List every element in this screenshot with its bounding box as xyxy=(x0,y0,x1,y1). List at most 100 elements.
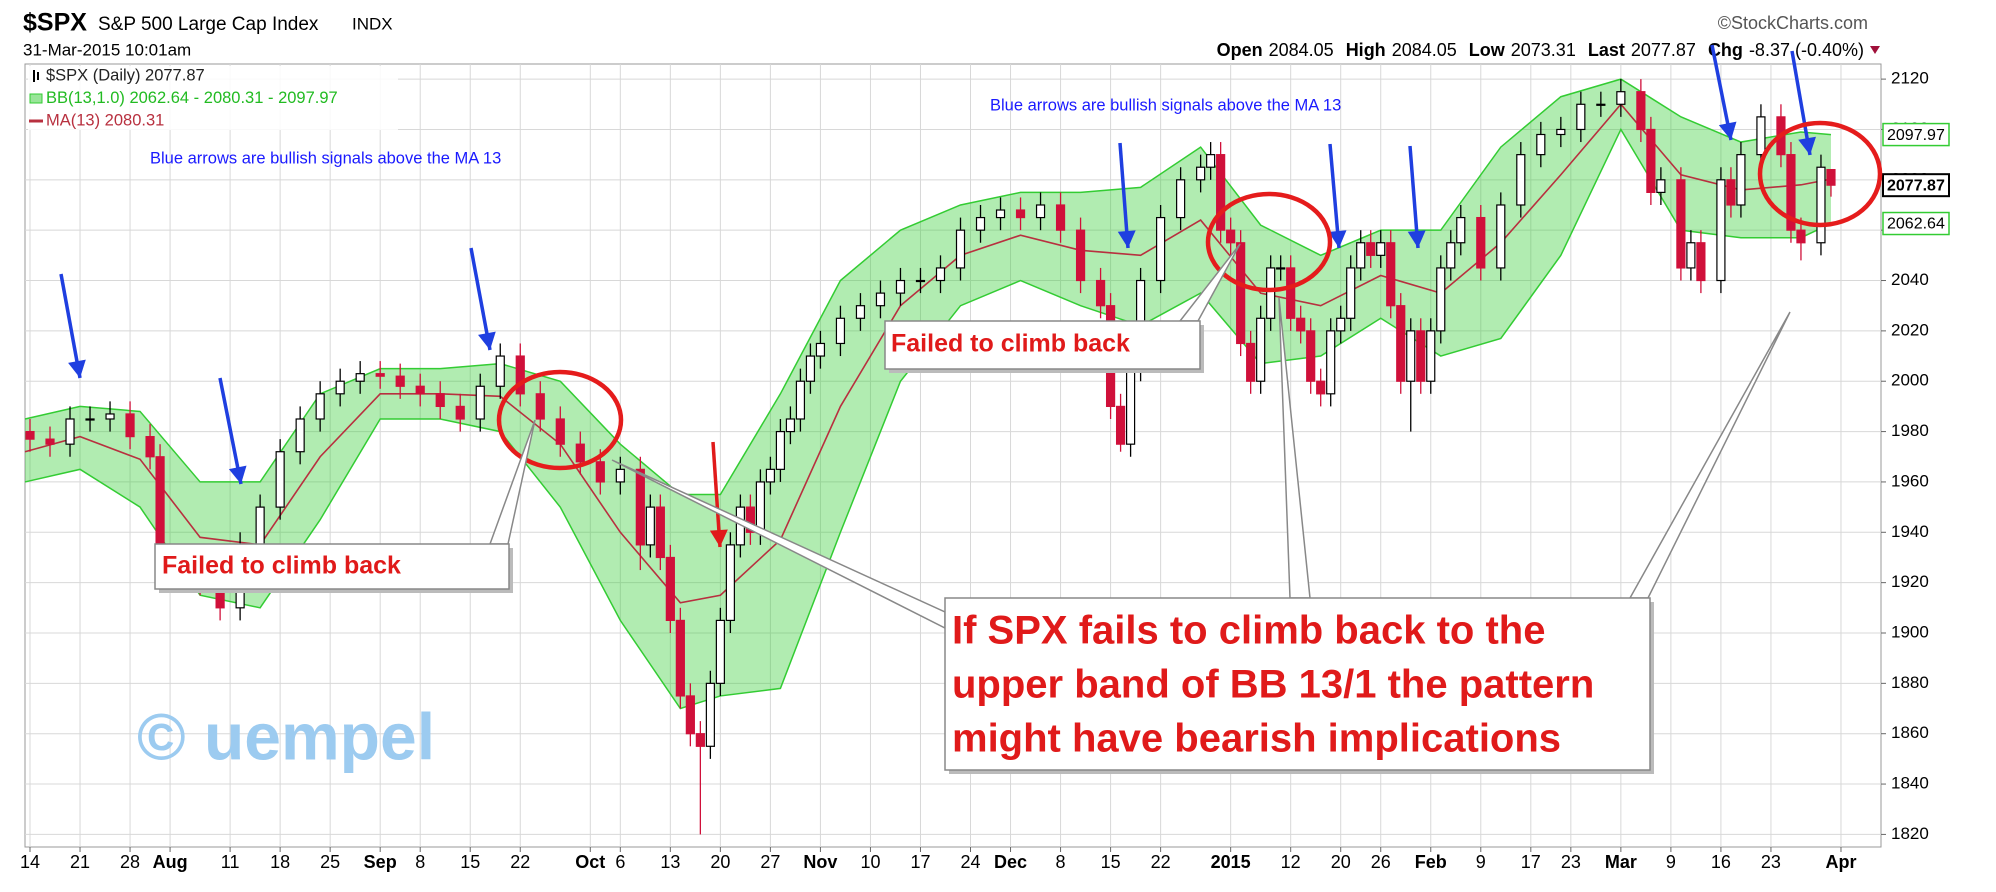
legend-label: BB(13,1.0) 2062.64 - 2080.31 - 2097.97 xyxy=(46,89,338,107)
x-tick-label: Apr xyxy=(1825,852,1856,872)
highlight-circle xyxy=(496,369,624,471)
candle-body xyxy=(1596,103,1606,106)
annotation-note: Blue arrows are bullish signals above th… xyxy=(150,149,501,167)
candle-body xyxy=(1756,116,1766,156)
candle-body xyxy=(335,380,345,395)
candle-body xyxy=(1316,380,1326,395)
quote-line: Open 2084.05 High 2084.05 Low 2073.31 Last 2077… xyxy=(1217,40,1864,60)
y-tick-label: 1820 xyxy=(1891,824,1929,843)
arrow-head xyxy=(1718,121,1737,140)
x-tick-label: 18 xyxy=(270,852,290,872)
candle-body xyxy=(1496,204,1506,269)
candle-body xyxy=(1436,267,1446,332)
arrow-head xyxy=(228,465,247,484)
arrow-shaft xyxy=(59,273,82,379)
candle-body xyxy=(1286,267,1296,319)
candle-body xyxy=(1816,166,1826,244)
x-tick-label: Dec xyxy=(994,852,1027,872)
x-tick-label: 28 xyxy=(120,852,140,872)
quote-label: Last xyxy=(1588,40,1625,60)
callout-text: might have bearish implications xyxy=(952,717,1561,761)
arrow-shaft xyxy=(1408,145,1420,249)
x-tick-label: 23 xyxy=(1761,852,1781,872)
candle-body xyxy=(1336,317,1346,332)
candle-body xyxy=(1676,179,1686,269)
candle-body xyxy=(1576,103,1586,131)
quote-label: Chg xyxy=(1708,40,1743,60)
x-tick-label: Aug xyxy=(153,852,188,872)
candle-body xyxy=(655,506,665,559)
x-tick-label: 23 xyxy=(1561,852,1581,872)
callout-box xyxy=(154,543,510,590)
candle-body xyxy=(645,506,655,546)
candle-body xyxy=(455,405,465,420)
x-tick-label: 27 xyxy=(760,852,780,872)
candle-body xyxy=(805,355,816,382)
candle-body xyxy=(1366,242,1376,256)
candle-body xyxy=(1476,216,1486,269)
arrow-head xyxy=(1117,230,1136,248)
x-tick-label: 24 xyxy=(960,852,980,872)
arrow-shaft xyxy=(1328,143,1341,249)
candle-body xyxy=(1736,154,1746,206)
candle-body xyxy=(1616,91,1626,105)
quote-label: Open xyxy=(1217,40,1263,60)
y-tick-label: 1860 xyxy=(1891,723,1929,742)
candle-body xyxy=(1125,368,1136,445)
y-tick-label: 2000 xyxy=(1891,371,1929,390)
quote-value: 2077.87 xyxy=(1631,40,1696,60)
candle-body xyxy=(1256,317,1266,382)
candle-body xyxy=(895,279,906,294)
candle-body xyxy=(1346,267,1356,319)
candle-body xyxy=(1636,91,1646,131)
bb-upper-line xyxy=(24,78,1832,496)
arrow-shaft xyxy=(1790,50,1812,156)
candle-body xyxy=(275,451,285,508)
x-tick-label: Oct xyxy=(575,852,605,872)
callout-text: Failed to climb back xyxy=(891,330,1130,358)
arrow-head xyxy=(478,331,496,350)
candle-body xyxy=(1206,154,1216,168)
watermark: © uempel xyxy=(137,699,435,773)
y-tick-label: 1920 xyxy=(1891,572,1929,591)
candle-body xyxy=(1236,242,1246,345)
candle-body xyxy=(1095,279,1106,307)
quote-label: Low xyxy=(1469,40,1506,60)
candle-body xyxy=(1446,242,1456,269)
candle-body xyxy=(815,342,826,357)
price-tag xyxy=(1882,122,1950,147)
y-tick-label: 2120 xyxy=(1891,69,1929,88)
legend-label: MA(13) 2080.31 xyxy=(46,111,164,129)
candle-body xyxy=(255,506,265,546)
candle-body xyxy=(1226,229,1236,244)
candle-body xyxy=(25,430,35,440)
callout-box xyxy=(884,320,1201,370)
candle-body xyxy=(475,385,485,420)
candle-body xyxy=(1246,342,1256,382)
candle-body xyxy=(1115,405,1126,445)
quote-value: 2084.05 xyxy=(1269,40,1334,60)
candle-body xyxy=(955,229,966,269)
arrow-shaft xyxy=(1118,142,1130,249)
candle-body xyxy=(705,682,715,747)
y-tick-label: 1960 xyxy=(1891,471,1929,490)
arrow-shaft xyxy=(218,377,243,485)
arrow-head xyxy=(1798,136,1816,155)
x-tick-label: Nov xyxy=(803,852,837,872)
quote-value: 2084.05 xyxy=(1392,40,1457,60)
x-tick-label: 9 xyxy=(1476,852,1486,872)
candle-body xyxy=(85,418,95,421)
y-tick-label: 1880 xyxy=(1891,673,1929,692)
arrow-shaft xyxy=(711,441,722,548)
candle-body xyxy=(1075,229,1086,282)
candle-body xyxy=(635,468,645,546)
highlight-circle xyxy=(1757,120,1883,228)
x-tick-label: 14 xyxy=(20,852,40,872)
candle-body xyxy=(685,695,695,735)
chart-title: $SPX xyxy=(23,9,87,37)
legend-label: $SPX (Daily) 2077.87 xyxy=(46,66,205,84)
price-tag xyxy=(1882,173,1950,198)
candle-body xyxy=(1396,305,1406,382)
